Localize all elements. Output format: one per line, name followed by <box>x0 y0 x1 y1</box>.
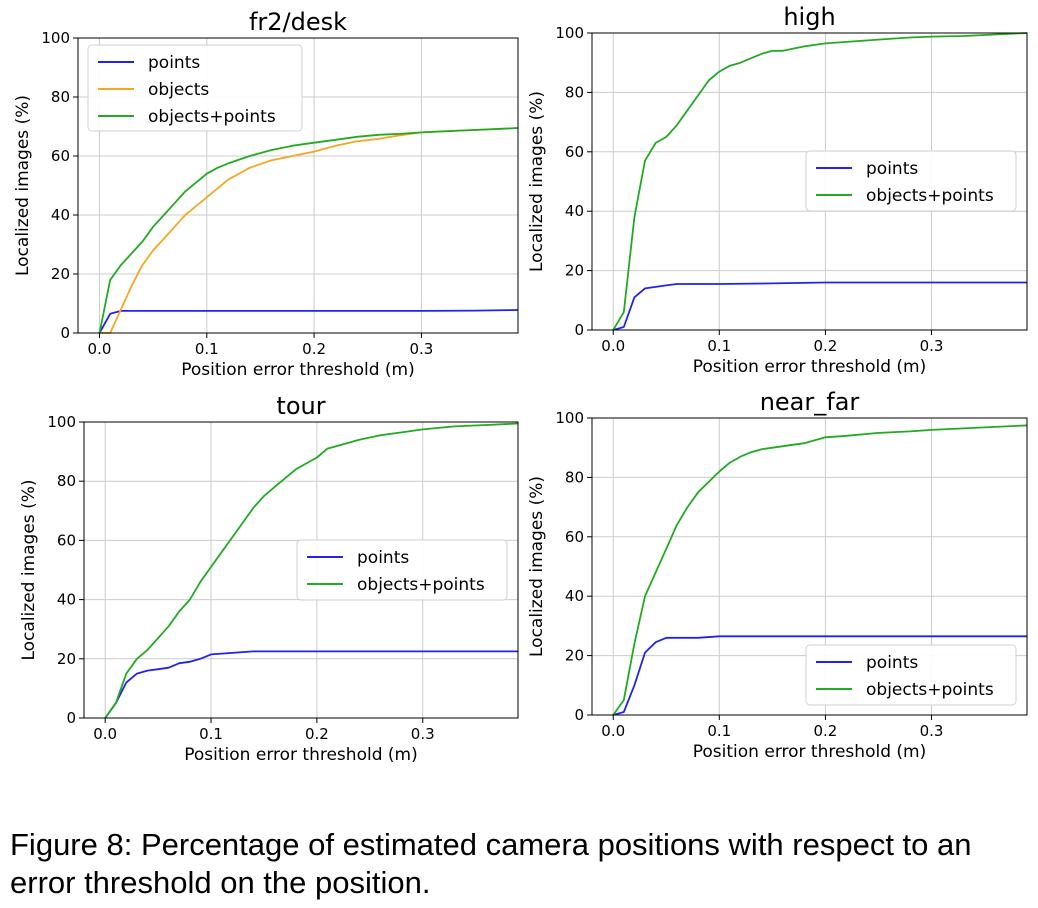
x-tick-label: 0.3 <box>920 337 944 355</box>
series-line-objects-points <box>612 32 1028 331</box>
figure-charts: 0.0 0.1 0.2 0.3 0 20 40 60 80 100 fr2/desk Position… <box>13 3 1028 765</box>
y-tick-label: 40 <box>57 591 76 609</box>
x-tick-label: 0.0 <box>93 725 117 743</box>
legend-label: objects+points <box>357 575 485 595</box>
x-tick-label: 0.3 <box>409 340 433 358</box>
legend-label: points <box>148 53 200 73</box>
y-tick-label: 100 <box>555 409 584 427</box>
x-tick-label: 0.0 <box>601 722 625 740</box>
legend: points objects+points <box>805 150 1017 212</box>
y-axis-label: Localized images (%) <box>527 91 547 272</box>
x-axis-label: Position error threshold (m) <box>693 742 926 762</box>
series-line-objects-points <box>98 127 519 334</box>
series-line-objects <box>99 127 519 334</box>
y-tick-label: 60 <box>51 147 70 165</box>
y-tick-label: 100 <box>555 24 584 42</box>
y-tick-label: 40 <box>51 206 70 224</box>
y-tick-label: 20 <box>57 650 76 668</box>
y-tick-label: 20 <box>51 265 70 283</box>
x-axis-label: Position error threshold (m) <box>181 360 414 380</box>
plot-frame <box>77 37 519 334</box>
x-tick-label: 0.2 <box>305 725 329 743</box>
legend-label: points <box>357 548 409 568</box>
legend: points objects+points <box>805 644 1017 706</box>
legend-label: points <box>866 159 918 179</box>
x-tick-label: 0.1 <box>195 340 219 358</box>
chart-title: near_far <box>760 388 860 416</box>
x-tick-label: 0.1 <box>707 722 731 740</box>
y-axis-label: Localized images (%) <box>527 476 547 657</box>
series-line-points <box>104 650 518 719</box>
plot-frame <box>83 421 519 719</box>
legend-box <box>87 44 303 132</box>
y-tick-label: 100 <box>41 29 70 47</box>
y-tick-label: 60 <box>565 528 584 546</box>
x-tick-label: 0.0 <box>88 340 112 358</box>
chart-panel-4: 0.0 0.1 0.2 0.3 0 20 40 60 80 100 near_far Position… <box>527 388 1028 762</box>
legend: points objects objects+points <box>87 44 303 132</box>
y-tick-label: 0 <box>60 324 70 342</box>
plot-frame <box>591 417 1028 716</box>
y-tick-label: 100 <box>47 413 76 431</box>
y-tick-label: 80 <box>51 88 70 106</box>
x-tick-label: 0.2 <box>302 340 326 358</box>
series-line-objects-points <box>612 424 1028 716</box>
chart-panel-1: 0.0 0.1 0.2 0.3 0 20 40 60 80 100 fr2/desk Position… <box>13 8 519 380</box>
legend-label: objects+points <box>148 107 276 127</box>
y-axis-label: Localized images (%) <box>13 95 33 276</box>
y-tick-label: 80 <box>565 468 584 486</box>
legend: points objects+points <box>296 539 508 601</box>
y-tick-label: 20 <box>565 262 584 280</box>
legend-label: points <box>866 653 918 673</box>
legend-box <box>296 539 508 601</box>
figure-caption: Figure 8: Percentage of estimated camera… <box>10 827 972 900</box>
chart-title: high <box>783 3 835 31</box>
series-line-points <box>612 281 1027 331</box>
legend-box <box>805 150 1017 212</box>
chart-title: tour <box>276 392 325 420</box>
x-tick-label: 0.2 <box>813 722 837 740</box>
y-tick-label: 40 <box>565 587 584 605</box>
y-tick-label: 80 <box>565 83 584 101</box>
plot-frame <box>591 32 1028 331</box>
x-tick-label: 0.3 <box>411 725 435 743</box>
x-tick-label: 0.1 <box>199 725 223 743</box>
x-tick-label: 0.0 <box>601 337 625 355</box>
chart-title: fr2/desk <box>249 8 347 36</box>
y-tick-label: 20 <box>565 647 584 665</box>
chart-panel-3: 0.0 0.1 0.2 0.3 0 20 40 60 80 100 tour Position err… <box>19 392 519 765</box>
y-tick-label: 60 <box>565 143 584 161</box>
y-tick-label: 40 <box>565 202 584 220</box>
y-tick-label: 0 <box>574 706 584 724</box>
x-axis-label: Position error threshold (m) <box>693 357 926 377</box>
legend-label: objects+points <box>866 186 994 206</box>
x-tick-label: 0.3 <box>920 722 944 740</box>
series-line-objects-points <box>104 422 519 719</box>
y-axis-label: Localized images (%) <box>19 480 39 661</box>
x-tick-label: 0.2 <box>813 337 837 355</box>
x-tick-label: 0.1 <box>707 337 731 355</box>
y-tick-label: 0 <box>66 709 76 727</box>
y-tick-label: 80 <box>57 472 76 490</box>
series-line-points <box>98 309 519 334</box>
y-tick-label: 0 <box>574 321 584 339</box>
y-tick-label: 60 <box>57 531 76 549</box>
legend-label: objects <box>148 80 209 100</box>
series-line-points <box>612 635 1027 716</box>
legend-label: objects+points <box>866 680 994 700</box>
chart-panel-2: 0.0 0.1 0.2 0.3 0 20 40 60 80 100 high Position err… <box>527 3 1028 377</box>
legend-box <box>805 644 1017 706</box>
x-axis-label: Position error threshold (m) <box>184 745 417 765</box>
